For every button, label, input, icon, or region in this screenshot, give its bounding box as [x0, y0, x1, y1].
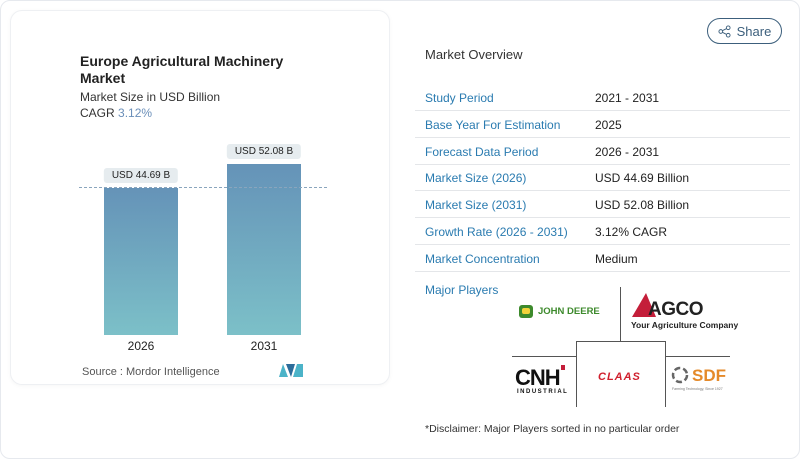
row-value: 2025	[595, 117, 622, 132]
data-label: USD 44.69 B	[103, 168, 179, 184]
row-label: Market Size (2026)	[425, 171, 527, 186]
grid-divider	[620, 287, 621, 342]
bar-2026	[104, 188, 178, 335]
share-label: Share	[736, 23, 772, 39]
x-tick-label: 2031	[250, 339, 278, 353]
sdf-emblem-icon	[671, 366, 689, 384]
chart-subtitle: Market Size in USD Billion	[80, 90, 221, 104]
chart-title: Europe Agricultural Machinery Market	[80, 53, 284, 86]
row-value: 3.12% CAGR	[595, 225, 668, 239]
bar-2031	[227, 164, 301, 335]
row-label: Market Size (2031)	[425, 198, 527, 213]
cagr-label: CAGR	[80, 106, 115, 120]
disclaimer: *Disclaimer: Major Players sorted in no …	[425, 423, 680, 435]
overview-row: Base Year For Estimation 2025	[415, 111, 790, 138]
grid-divider	[512, 356, 576, 357]
row-value: 2021 - 2031	[595, 91, 660, 105]
overview-heading: Market Overview	[425, 47, 523, 62]
cagr-value: 3.12%	[118, 106, 153, 120]
grid-divider	[665, 356, 730, 357]
overview-row: Forecast Data Period 2026 - 2031	[415, 138, 790, 165]
row-label: Base Year For Estimation	[425, 117, 561, 132]
row-value: Medium	[595, 251, 638, 266]
x-tick-label: 2026	[127, 339, 155, 353]
grid-divider	[665, 341, 666, 407]
mordor-logo-icon	[279, 364, 303, 377]
cnh-red-mark	[561, 365, 565, 370]
claas-logo: CLAAS	[598, 371, 641, 383]
grid-divider	[576, 341, 665, 342]
data-label: USD 52.08 B	[226, 144, 302, 159]
row-value: USD 44.69 Billion	[595, 171, 690, 186]
deer-icon	[519, 305, 533, 318]
major-players-heading: Major Players	[425, 283, 499, 297]
row-label: Study Period	[425, 91, 494, 105]
row-label: Forecast Data Period	[425, 144, 539, 159]
row-label: Growth Rate (2026 - 2031)	[425, 225, 568, 239]
overview-row: Growth Rate (2026 - 2031) 3.12% CAGR	[415, 218, 790, 245]
overview-row: Market Concentration Medium	[415, 245, 790, 272]
cagr: CAGR 3.12%	[80, 106, 152, 120]
agco-triangle-icon	[632, 293, 656, 317]
overview-row: Market Size (2031) USD 52.08 Billion	[415, 191, 790, 219]
share-button[interactable]: Share	[707, 18, 782, 44]
overview-row: Study Period 2021 - 2031	[415, 84, 790, 111]
cnh-industrial-logo: CNH INDUSTRIAL	[515, 365, 569, 395]
row-value: USD 52.08 Billion	[595, 198, 690, 213]
john-deere-logo: JOHN DEERE	[519, 305, 600, 318]
share-icon	[718, 24, 731, 38]
row-label: Market Concentration	[425, 251, 540, 266]
overview-row: Market Size (2026) USD 44.69 Billion	[415, 164, 790, 192]
row-value: 2026 - 2031	[595, 144, 660, 159]
grid-divider	[576, 341, 577, 407]
source-text: Source : Mordor Intelligence	[82, 366, 220, 378]
reference-dashed-line	[79, 187, 327, 188]
chart-card	[10, 10, 390, 385]
